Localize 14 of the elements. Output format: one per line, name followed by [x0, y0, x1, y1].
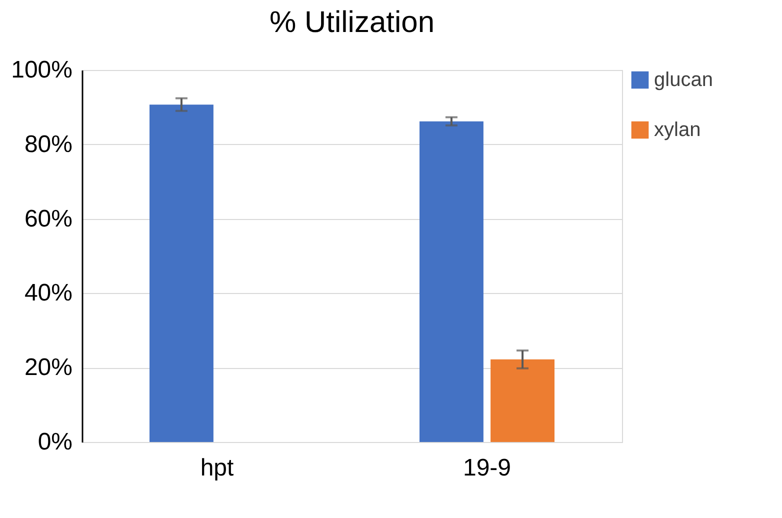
y-tick-label: 100%	[11, 56, 72, 84]
bar	[420, 121, 484, 442]
y-tick-label: 20%	[24, 354, 72, 382]
y-tick-label: 40%	[24, 280, 72, 307]
y-tick-label: 60%	[24, 205, 72, 232]
bar	[490, 359, 554, 442]
legend-label: xylan	[654, 119, 701, 141]
x-tick-label: hpt	[200, 454, 234, 482]
y-tick-label: 0%	[38, 428, 72, 456]
bar	[150, 104, 214, 442]
y-tick-label: 80%	[24, 130, 72, 158]
chart-title: % Utilization	[269, 6, 435, 39]
legend-label: glucan	[654, 69, 713, 91]
x-tick-label: 19-9	[462, 454, 512, 482]
